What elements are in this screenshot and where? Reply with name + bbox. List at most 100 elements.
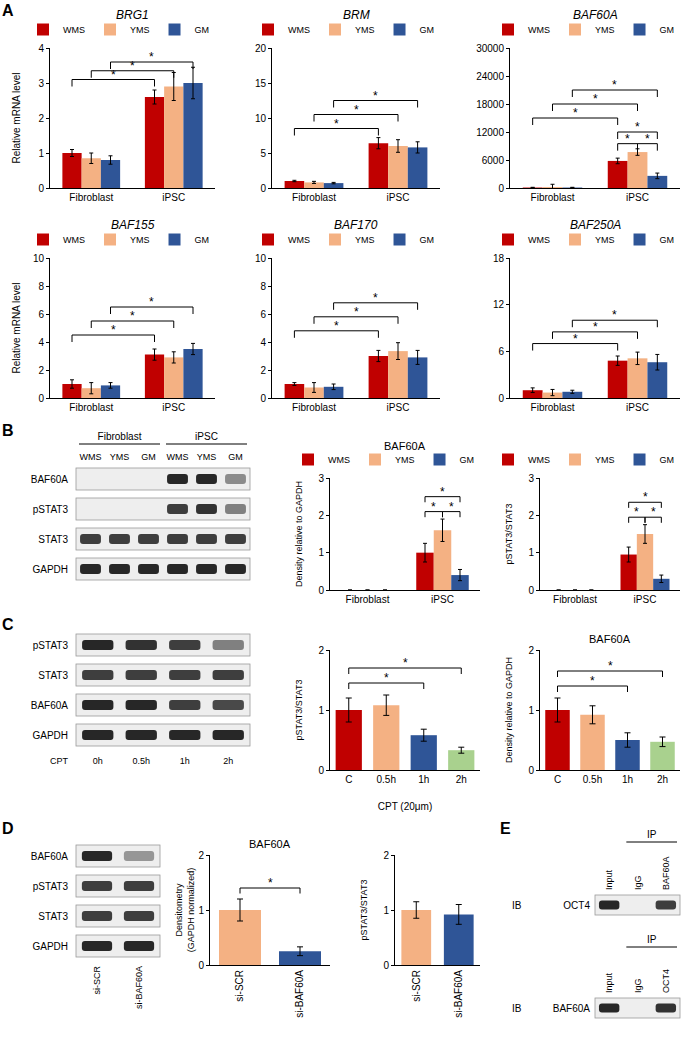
- svg-text:*: *: [354, 103, 359, 117]
- svg-text:2h: 2h: [456, 774, 467, 785]
- svg-text:CPT: CPT: [50, 756, 69, 766]
- svg-text:1: 1: [383, 905, 389, 916]
- svg-text:0.5h: 0.5h: [583, 774, 602, 785]
- svg-text:8: 8: [38, 281, 44, 292]
- svg-text:6: 6: [38, 309, 44, 320]
- svg-text:GAPDH: GAPDH: [32, 941, 68, 952]
- svg-text:0: 0: [498, 393, 504, 404]
- svg-text:WMS: WMS: [528, 455, 550, 465]
- svg-text:2: 2: [260, 365, 266, 376]
- svg-text:1h: 1h: [622, 774, 633, 785]
- svg-text:Densitometry(GAPDH normalized): Densitometry(GAPDH normalized): [174, 868, 196, 953]
- svg-text:si-SCR: si-SCR: [234, 970, 245, 1002]
- svg-text:*: *: [130, 59, 135, 73]
- svg-text:STAT3: STAT3: [38, 670, 68, 681]
- svg-text:C: C: [554, 774, 561, 785]
- svg-text:18000: 18000: [476, 99, 504, 110]
- svg-text:1h: 1h: [418, 774, 429, 785]
- svg-text:BAF60A: BAF60A: [573, 8, 618, 22]
- svg-text:STAT3: STAT3: [38, 911, 68, 922]
- svg-text:0: 0: [528, 585, 534, 596]
- svg-text:Fibroblast: Fibroblast: [292, 402, 336, 413]
- svg-text:*: *: [130, 309, 135, 323]
- svg-text:IgG: IgG: [633, 875, 643, 890]
- svg-text:GM: GM: [420, 25, 435, 35]
- svg-text:Density relative to GAPDH: Density relative to GAPDH: [504, 657, 514, 763]
- svg-text:IP: IP: [647, 829, 657, 840]
- svg-text:*: *: [645, 132, 650, 146]
- svg-text:0: 0: [260, 393, 266, 404]
- svg-text:1: 1: [38, 148, 44, 159]
- svg-text:*: *: [593, 92, 598, 106]
- svg-text:*: *: [449, 500, 454, 514]
- svg-text:GM: GM: [660, 455, 675, 465]
- svg-text:BRM: BRM: [343, 8, 370, 22]
- svg-text:30000: 30000: [476, 43, 504, 54]
- svg-text:GM: GM: [195, 235, 210, 245]
- svg-text:2: 2: [38, 365, 44, 376]
- svg-text:*: *: [373, 291, 378, 305]
- svg-text:4: 4: [38, 43, 44, 54]
- svg-text:Fibroblast: Fibroblast: [69, 192, 113, 203]
- svg-text:B: B: [2, 422, 14, 439]
- svg-text:Fibroblast: Fibroblast: [98, 431, 142, 442]
- svg-text:*: *: [334, 117, 339, 131]
- svg-text:OCT4: OCT4: [563, 900, 590, 911]
- svg-text:*: *: [612, 308, 617, 322]
- svg-text:3: 3: [528, 473, 534, 484]
- svg-text:0: 0: [318, 765, 324, 776]
- svg-text:YMS: YMS: [595, 235, 615, 245]
- svg-text:*: *: [590, 674, 595, 688]
- svg-text:si-SCR: si-SCR: [92, 966, 102, 995]
- svg-text:WMS: WMS: [63, 25, 85, 35]
- svg-text:0: 0: [198, 960, 204, 971]
- svg-text:*: *: [643, 490, 648, 504]
- svg-text:*: *: [431, 500, 436, 514]
- svg-text:1: 1: [198, 905, 204, 916]
- svg-text:2h: 2h: [223, 756, 233, 766]
- svg-text:Fibroblast: Fibroblast: [69, 402, 113, 413]
- svg-text:IP: IP: [647, 934, 657, 945]
- svg-text:iPSC: iPSC: [626, 192, 649, 203]
- svg-text:si-BAF60A: si-BAF60A: [294, 970, 305, 1018]
- svg-text:YMS: YMS: [395, 455, 415, 465]
- svg-text:2: 2: [528, 510, 534, 521]
- svg-text:*: *: [268, 876, 273, 890]
- svg-text:1: 1: [318, 705, 324, 716]
- svg-text:YMS: YMS: [130, 235, 150, 245]
- svg-text:GAPDH: GAPDH: [32, 564, 68, 575]
- svg-text:E: E: [500, 820, 511, 837]
- svg-text:0: 0: [498, 183, 504, 194]
- svg-text:WMS: WMS: [288, 25, 310, 35]
- svg-text:WMS: WMS: [288, 235, 310, 245]
- svg-text:pSTAT3: pSTAT3: [33, 504, 69, 515]
- svg-text:*: *: [111, 323, 116, 337]
- svg-text:iPSC: iPSC: [634, 594, 657, 605]
- svg-text:C: C: [345, 774, 352, 785]
- svg-text:0: 0: [318, 585, 324, 596]
- svg-text:iPSC: iPSC: [162, 402, 185, 413]
- svg-text:BAF60A: BAF60A: [553, 1003, 591, 1014]
- svg-text:6: 6: [498, 346, 504, 357]
- svg-text:1h: 1h: [180, 756, 190, 766]
- svg-text:3: 3: [318, 473, 324, 484]
- svg-text:IB: IB: [512, 1003, 522, 1014]
- svg-text:pSTAT3: pSTAT3: [33, 640, 69, 651]
- svg-text:*: *: [593, 320, 598, 334]
- svg-text:pSTAT3/STAT3: pSTAT3/STAT3: [359, 880, 369, 941]
- svg-text:Fibroblast: Fibroblast: [553, 594, 597, 605]
- svg-text:D: D: [2, 820, 14, 837]
- svg-text:8: 8: [260, 281, 266, 292]
- svg-text:0: 0: [528, 765, 534, 776]
- svg-text:GM: GM: [195, 25, 210, 35]
- svg-text:*: *: [334, 319, 339, 333]
- svg-text:WMS: WMS: [328, 455, 350, 465]
- svg-text:*: *: [403, 656, 408, 670]
- svg-text:OCT4: OCT4: [661, 969, 671, 993]
- svg-text:C: C: [2, 616, 14, 633]
- svg-text:4: 4: [38, 337, 44, 348]
- svg-text:BAF60A: BAF60A: [31, 700, 69, 711]
- svg-text:iPSC: iPSC: [162, 192, 185, 203]
- svg-text:Input: Input: [604, 869, 614, 890]
- svg-text:Relative mRNA level: Relative mRNA level: [11, 72, 22, 163]
